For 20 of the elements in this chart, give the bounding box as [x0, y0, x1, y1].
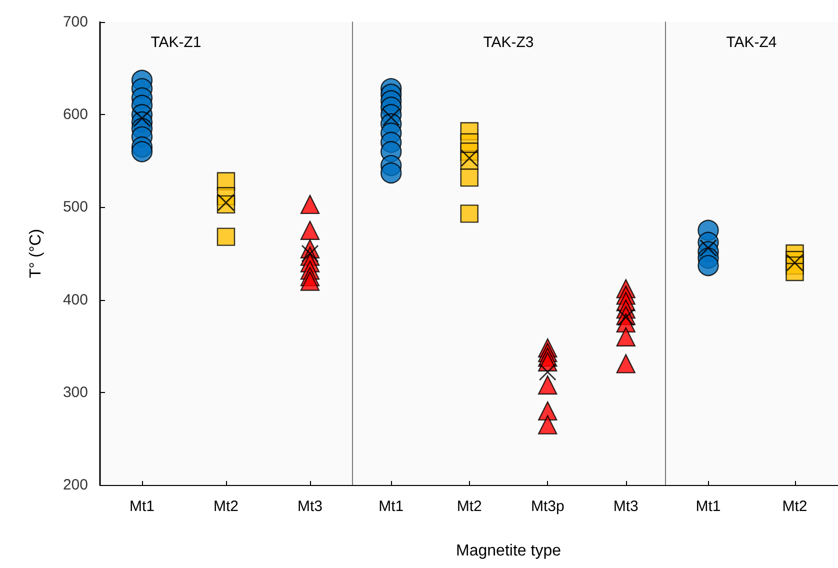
- x-tick-label: Mt1: [696, 498, 721, 515]
- y-tick-label: 300: [62, 384, 88, 401]
- text: TAK-Z4: [726, 34, 777, 51]
- x-tick-label: Mt1: [378, 498, 404, 515]
- x-tick-label: Mt2: [782, 498, 808, 515]
- y-tick-label: 700: [62, 14, 88, 30]
- y-tick-label: 400: [62, 291, 88, 308]
- x-tick-label: Mt3: [297, 498, 323, 515]
- x-tick-label: Mt3p: [530, 498, 564, 515]
- x-tick-label: Mt2: [456, 498, 482, 515]
- text: TAK-Z1: [150, 34, 202, 51]
- y-tick-label: 200: [62, 476, 88, 494]
- y-axis-title: T° (°C): [28, 228, 44, 278]
- y-tick-label: 500: [62, 198, 88, 216]
- x-tick-label: Mt2: [213, 498, 239, 515]
- y-tick-label: 600: [62, 106, 88, 124]
- x-tick-label: Mt1: [129, 498, 155, 515]
- text: TAK-Z3: [483, 34, 534, 51]
- x-axis-title: Magnetite type: [456, 542, 562, 560]
- x-tick-label: Mt3: [613, 498, 638, 515]
